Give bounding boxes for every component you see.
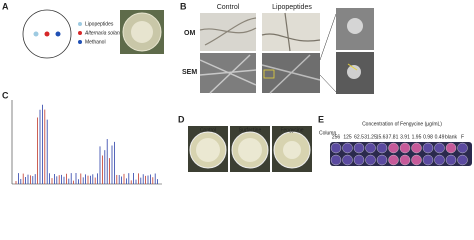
well	[376, 142, 388, 154]
colony	[196, 138, 220, 162]
concentration: 31.25	[364, 134, 377, 140]
well	[330, 154, 342, 166]
panel-label: B	[180, 1, 187, 11]
row-title: OM	[184, 30, 195, 37]
colony	[283, 141, 301, 159]
plate-label: Fengycine	[280, 127, 303, 133]
row-title: SEM	[182, 69, 197, 76]
well	[457, 142, 468, 154]
legend-text: Lipopeptides	[85, 21, 114, 27]
figure: A Lipopeptides Alternaria solani Methano…	[2, 1, 472, 185]
well	[376, 154, 388, 166]
well	[365, 142, 376, 154]
concentration: 3.91	[400, 134, 410, 140]
dot	[33, 31, 39, 37]
petri-center	[131, 21, 153, 43]
concentration: F	[461, 134, 464, 140]
well	[434, 154, 445, 166]
well	[422, 142, 434, 154]
legend-dot	[78, 31, 82, 35]
om-lipopeptides	[262, 13, 320, 51]
panel-label: E	[318, 114, 324, 124]
well	[434, 142, 445, 154]
well	[365, 154, 376, 166]
well	[388, 142, 399, 154]
concentration: 1.95	[412, 134, 422, 140]
concentration: blank	[445, 134, 457, 140]
well	[342, 142, 353, 154]
concentration: 256	[332, 134, 341, 140]
well	[457, 154, 468, 166]
legend-text: Methanol	[85, 39, 106, 45]
colony	[238, 138, 262, 162]
well	[388, 154, 399, 166]
well	[342, 154, 353, 166]
concentration: 0.49	[435, 134, 445, 140]
concentration: 125	[343, 134, 352, 140]
row-label: Column	[319, 130, 336, 136]
dot	[55, 31, 61, 37]
well	[411, 142, 422, 154]
concentration: 62.5	[354, 134, 364, 140]
plate-label: Control	[200, 127, 216, 133]
dot	[44, 31, 50, 37]
well	[411, 154, 422, 166]
concentration: 7.81	[389, 134, 399, 140]
panel-label: D	[178, 114, 185, 124]
legend-dot	[78, 22, 82, 26]
panel-label: C	[2, 90, 9, 100]
mass-spectrum	[11, 100, 162, 185]
concentration: 15.63	[376, 134, 389, 140]
well	[399, 142, 411, 154]
panel-label: A	[2, 1, 9, 11]
well	[330, 142, 342, 154]
well	[399, 154, 411, 166]
concentration: 0.98	[423, 134, 433, 140]
legend-text: Alternaria solani	[84, 30, 122, 36]
well	[445, 142, 457, 154]
column-title: Lipopeptides	[272, 4, 312, 11]
legend-dot	[78, 40, 82, 44]
well	[422, 154, 434, 166]
plate-label: Surfactine	[239, 127, 262, 133]
well	[353, 154, 365, 166]
well	[353, 142, 365, 154]
well	[445, 154, 457, 166]
plate-title: Concentration of Fengycine (µg/mL)	[362, 121, 442, 127]
column-title: Control	[217, 4, 240, 11]
